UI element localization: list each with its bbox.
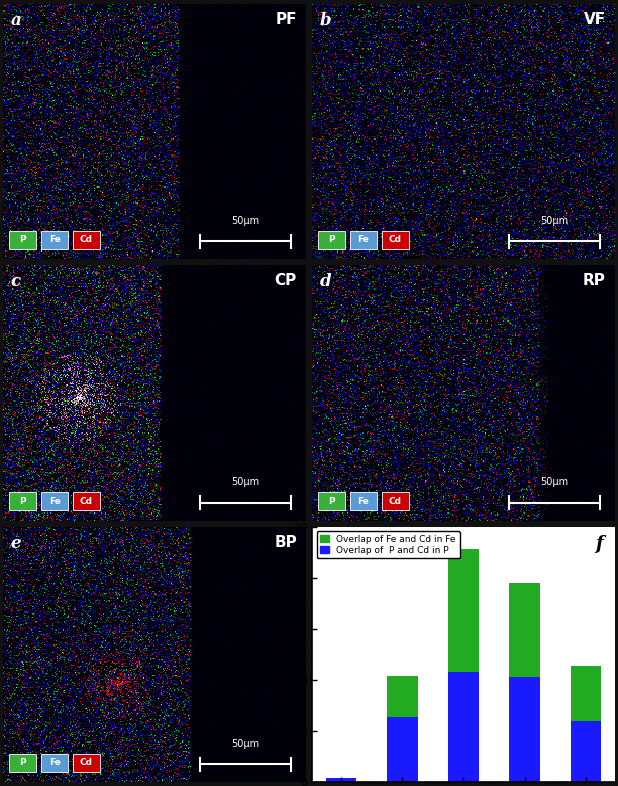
Text: 50μm: 50μm (231, 739, 260, 749)
Text: BP: BP (274, 534, 297, 549)
Y-axis label: Overlapping ratio (%): Overlapping ratio (%) (277, 594, 287, 714)
Bar (41, 493, 68, 510)
Bar (448, 672, 479, 782)
Bar (350, 231, 377, 249)
Text: RP: RP (583, 273, 606, 288)
Bar (41, 754, 68, 772)
Text: Cd: Cd (80, 497, 93, 506)
Bar (448, 549, 479, 672)
Text: P: P (328, 497, 335, 506)
Bar (41, 231, 68, 249)
Text: P: P (19, 236, 26, 244)
Bar (73, 754, 100, 772)
Text: VF: VF (583, 12, 606, 27)
Bar (509, 678, 540, 782)
Bar (73, 493, 100, 510)
Text: b: b (320, 12, 331, 28)
Text: e: e (11, 534, 21, 552)
Bar (382, 493, 409, 510)
Text: Fe: Fe (358, 236, 370, 244)
Text: Fe: Fe (358, 497, 370, 506)
Text: P: P (328, 236, 335, 244)
Bar (570, 666, 601, 721)
Bar (350, 493, 377, 510)
Bar (318, 493, 345, 510)
Bar (9, 754, 36, 772)
Text: 50μm: 50μm (231, 477, 260, 487)
Text: Cd: Cd (80, 236, 93, 244)
Text: 50μm: 50μm (231, 216, 260, 226)
Bar (326, 778, 357, 782)
Bar (509, 583, 540, 678)
Text: Cd: Cd (389, 236, 402, 244)
Text: a: a (11, 12, 22, 28)
Bar (318, 231, 345, 249)
Bar (73, 231, 100, 249)
Bar (9, 493, 36, 510)
Text: P: P (19, 758, 26, 767)
Text: CP: CP (274, 273, 297, 288)
Bar (9, 231, 36, 249)
Bar (387, 676, 418, 717)
Text: c: c (11, 273, 21, 290)
Text: d: d (320, 273, 331, 290)
Bar (570, 721, 601, 782)
Text: P: P (19, 497, 26, 506)
Text: 50μm: 50μm (540, 216, 569, 226)
Text: Cd: Cd (80, 758, 93, 767)
Text: Fe: Fe (49, 497, 61, 506)
Text: PF: PF (276, 12, 297, 27)
Legend: Overlap of Fe and Cd in Fe, Overlap of  P and Cd in P: Overlap of Fe and Cd in Fe, Overlap of P… (316, 531, 460, 559)
Bar (382, 231, 409, 249)
Text: f: f (595, 534, 603, 553)
Text: Fe: Fe (49, 236, 61, 244)
Text: Cd: Cd (389, 497, 402, 506)
Text: 50μm: 50μm (540, 477, 569, 487)
Text: Fe: Fe (49, 758, 61, 767)
Bar (387, 717, 418, 782)
